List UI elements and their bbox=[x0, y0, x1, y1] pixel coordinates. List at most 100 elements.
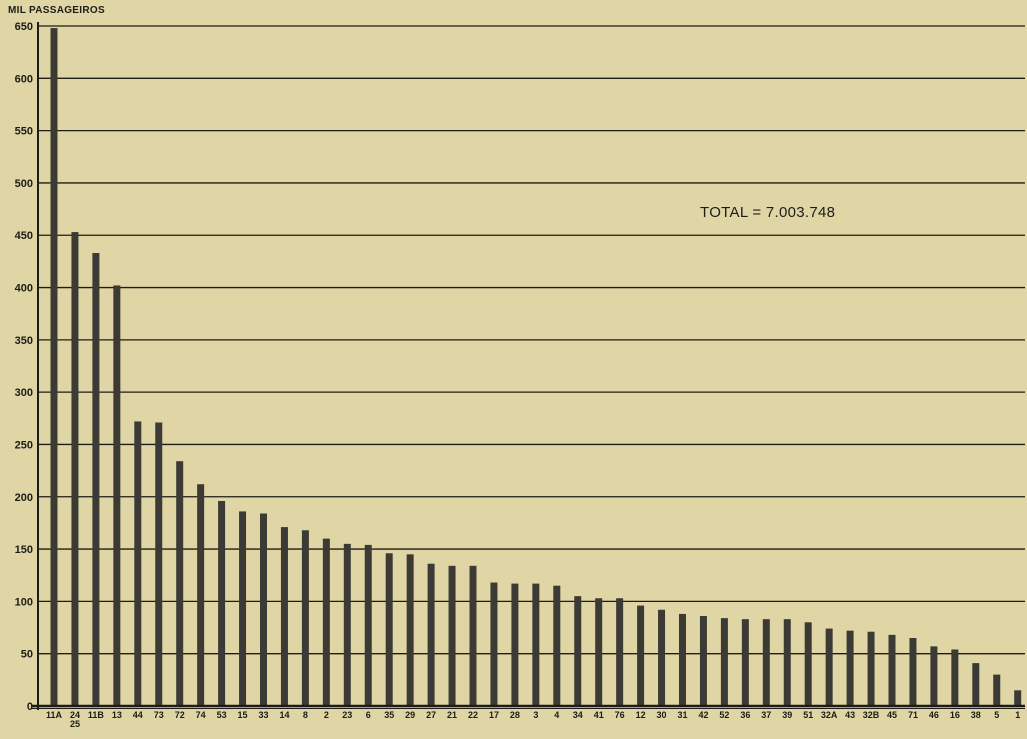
x-tick-label: 11B bbox=[88, 710, 105, 720]
x-tick-label: 46 bbox=[929, 710, 939, 720]
x-tick-label: 33 bbox=[258, 710, 268, 720]
x-tick-label: 32B bbox=[863, 710, 880, 720]
bar bbox=[92, 253, 100, 706]
y-tick-label: 550 bbox=[15, 126, 33, 138]
bar bbox=[50, 28, 58, 707]
x-tick-label: 36 bbox=[740, 710, 750, 720]
bar bbox=[218, 500, 226, 706]
x-tick-label: 8 bbox=[303, 710, 308, 720]
axes bbox=[32, 22, 1025, 710]
x-tick-label: 1 bbox=[1015, 710, 1020, 720]
bar bbox=[888, 634, 896, 706]
bar bbox=[490, 582, 498, 706]
x-tick-label: 6 bbox=[366, 710, 371, 720]
bar bbox=[574, 596, 582, 706]
y-tick-label: 450 bbox=[15, 230, 33, 242]
y-tick-label: 150 bbox=[15, 544, 33, 556]
x-tick-label: 71 bbox=[908, 710, 918, 720]
x-tick-label: 15 bbox=[238, 710, 248, 720]
bar bbox=[301, 530, 309, 706]
x-tick-label: 42 bbox=[698, 710, 708, 720]
x-tick-label: 31 bbox=[677, 710, 687, 720]
bar bbox=[260, 513, 267, 706]
bar bbox=[741, 619, 749, 706]
bar bbox=[427, 563, 435, 706]
x-tick-label: 24 25 bbox=[70, 710, 80, 729]
x-tick-label: 43 bbox=[845, 710, 855, 720]
bar bbox=[637, 605, 645, 706]
bar bbox=[804, 622, 812, 706]
y-tick-label: 250 bbox=[15, 439, 33, 451]
y-axis-title: MIL PASSAGEIROS bbox=[8, 5, 105, 16]
x-tick-label: 27 bbox=[426, 710, 436, 720]
x-tick-label: 76 bbox=[615, 710, 625, 720]
x-tick-label: 30 bbox=[657, 710, 667, 720]
x-tick-label: 21 bbox=[447, 710, 457, 720]
bar bbox=[155, 422, 163, 706]
x-tick-label: 2 bbox=[324, 710, 329, 720]
x-tick-label: 41 bbox=[594, 710, 604, 720]
bar bbox=[469, 565, 477, 706]
bar bbox=[658, 609, 666, 706]
bar bbox=[1014, 690, 1022, 706]
bar bbox=[197, 484, 205, 706]
x-tick-label: 38 bbox=[971, 710, 981, 720]
x-tick-label: 17 bbox=[489, 710, 499, 720]
bar bbox=[595, 598, 603, 706]
y-tick-label: 0 bbox=[27, 701, 33, 713]
y-tick-label: 400 bbox=[15, 283, 33, 295]
bar bbox=[71, 232, 79, 707]
y-tick-label: 300 bbox=[15, 387, 33, 399]
x-tick-label: 35 bbox=[384, 710, 394, 720]
bar bbox=[532, 583, 540, 706]
y-tick-label: 50 bbox=[21, 649, 33, 661]
y-tick-label: 500 bbox=[15, 178, 33, 190]
bar bbox=[343, 543, 351, 706]
bar bbox=[993, 674, 1001, 706]
x-tick-label: 5 bbox=[994, 710, 999, 720]
bar bbox=[825, 628, 833, 706]
x-tick-label: 3 bbox=[533, 710, 538, 720]
bar bbox=[239, 511, 247, 706]
x-tick-label: 73 bbox=[154, 710, 164, 720]
bar bbox=[511, 583, 519, 706]
bar bbox=[720, 618, 728, 706]
y-tick-label: 650 bbox=[15, 21, 33, 33]
y-tick-label: 600 bbox=[15, 73, 33, 85]
x-tick-label: 28 bbox=[510, 710, 520, 720]
x-tick-label: 13 bbox=[112, 710, 122, 720]
gridlines bbox=[38, 25, 1025, 655]
y-tick-label: 200 bbox=[15, 492, 33, 504]
bar bbox=[134, 421, 142, 706]
bar bbox=[909, 638, 917, 706]
bar bbox=[322, 538, 330, 706]
x-tick-label: 14 bbox=[279, 710, 289, 720]
x-tick-label: 32A bbox=[821, 710, 838, 720]
x-tick-label: 45 bbox=[887, 710, 897, 720]
total-annotation: TOTAL = 7.003.748 bbox=[700, 204, 835, 221]
bar bbox=[762, 619, 770, 706]
bar bbox=[280, 527, 288, 706]
x-tick-label: 44 bbox=[133, 710, 143, 720]
x-tick-label: 72 bbox=[175, 710, 185, 720]
x-tick-label: 74 bbox=[196, 710, 206, 720]
bar bbox=[699, 616, 707, 706]
bar bbox=[930, 646, 938, 706]
bar bbox=[846, 630, 854, 706]
bar bbox=[364, 544, 372, 706]
x-tick-label: 34 bbox=[573, 710, 583, 720]
x-tick-label: 22 bbox=[468, 710, 478, 720]
bar bbox=[972, 663, 980, 706]
x-tick-label: 11A bbox=[46, 710, 63, 720]
bars bbox=[50, 28, 1022, 707]
bar bbox=[406, 554, 414, 706]
x-tick-label: 51 bbox=[803, 710, 813, 720]
x-tick-label: 52 bbox=[719, 710, 729, 720]
bar bbox=[176, 461, 184, 706]
x-tick-label: 23 bbox=[342, 710, 352, 720]
bar bbox=[616, 598, 624, 706]
x-tick-label: 39 bbox=[782, 710, 792, 720]
